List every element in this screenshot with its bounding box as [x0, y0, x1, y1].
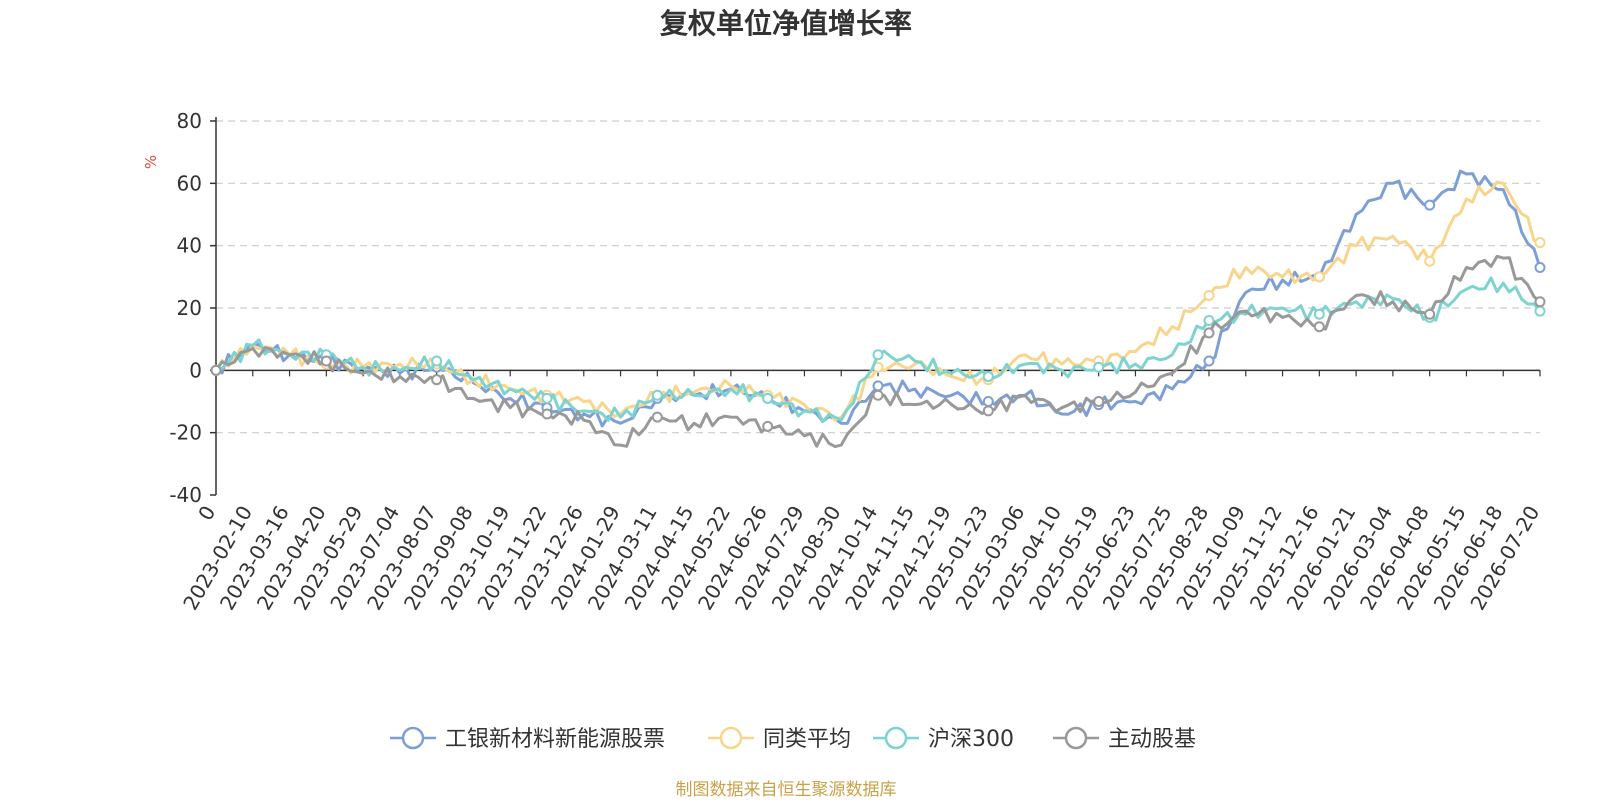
data-point — [1424, 308, 1436, 320]
legend-label: 同类平均 — [763, 727, 851, 752]
data-point — [1203, 314, 1215, 326]
data-point — [541, 408, 553, 420]
data-point — [872, 349, 884, 361]
legend-marker — [1064, 726, 1088, 750]
data-point — [320, 355, 332, 367]
data-point — [1313, 321, 1325, 333]
data-point — [982, 396, 994, 407]
y-axis-label: % — [142, 155, 160, 169]
data-point — [1424, 199, 1436, 211]
data-point — [1313, 271, 1325, 283]
data-point — [762, 420, 774, 432]
data-point — [1203, 290, 1215, 302]
series-3 — [210, 254, 1546, 449]
data-point — [431, 355, 443, 367]
y-tick-label: -40 — [169, 483, 202, 507]
legend-item-2[interactable]: 沪深300 — [873, 726, 1014, 752]
series-0 — [210, 169, 1546, 428]
data-point — [1093, 396, 1105, 407]
y-tick-label: 40 — [177, 234, 202, 258]
data-point — [1424, 255, 1436, 267]
data-point — [762, 392, 774, 404]
legend-item-1[interactable]: 同类平均 — [708, 726, 851, 752]
legend-marker — [401, 726, 425, 750]
data-point — [210, 364, 222, 376]
data-point — [1534, 296, 1546, 308]
data-point — [1313, 308, 1325, 320]
y-tick-label: -20 — [169, 421, 202, 445]
y-tick-label: 0 — [189, 358, 202, 382]
data-point — [1534, 261, 1546, 273]
legend-label: 主动股基 — [1108, 727, 1196, 752]
data-point — [872, 389, 884, 401]
data-point — [982, 405, 994, 417]
legend[interactable]: 工银新材料新能源股票 同类平均 沪深300 主动股基 — [390, 726, 1196, 752]
source-note: 制图数据来自恒生聚源数据库 — [676, 780, 897, 800]
y-tick-label: 80 — [177, 109, 202, 133]
data-point — [1203, 327, 1215, 339]
gridlines — [216, 120, 1540, 434]
y-tick-label: 60 — [177, 171, 202, 195]
data-point — [541, 392, 553, 404]
data-point — [1534, 237, 1546, 249]
data-point — [1534, 305, 1546, 317]
data-point — [651, 411, 663, 423]
data-point — [431, 374, 443, 386]
legend-item-3[interactable]: 主动股基 — [1053, 726, 1196, 752]
legend-marker — [884, 726, 908, 750]
data-point — [651, 389, 663, 401]
x-tick-label: 0 — [193, 502, 220, 525]
y-tick-label: 20 — [177, 296, 202, 320]
legend-label: 沪深300 — [928, 727, 1014, 752]
data-point — [872, 380, 884, 392]
legend-marker — [719, 726, 743, 750]
data-point — [982, 371, 994, 383]
data-point — [1093, 361, 1105, 373]
legend-label: 工银新材料新能源股票 — [445, 727, 665, 752]
series-lines — [210, 169, 1546, 449]
chart-title: 复权单位净值增长率 — [660, 7, 912, 40]
legend-item-0[interactable]: 工银新材料新能源股票 — [390, 726, 665, 752]
data-point — [1203, 355, 1215, 367]
